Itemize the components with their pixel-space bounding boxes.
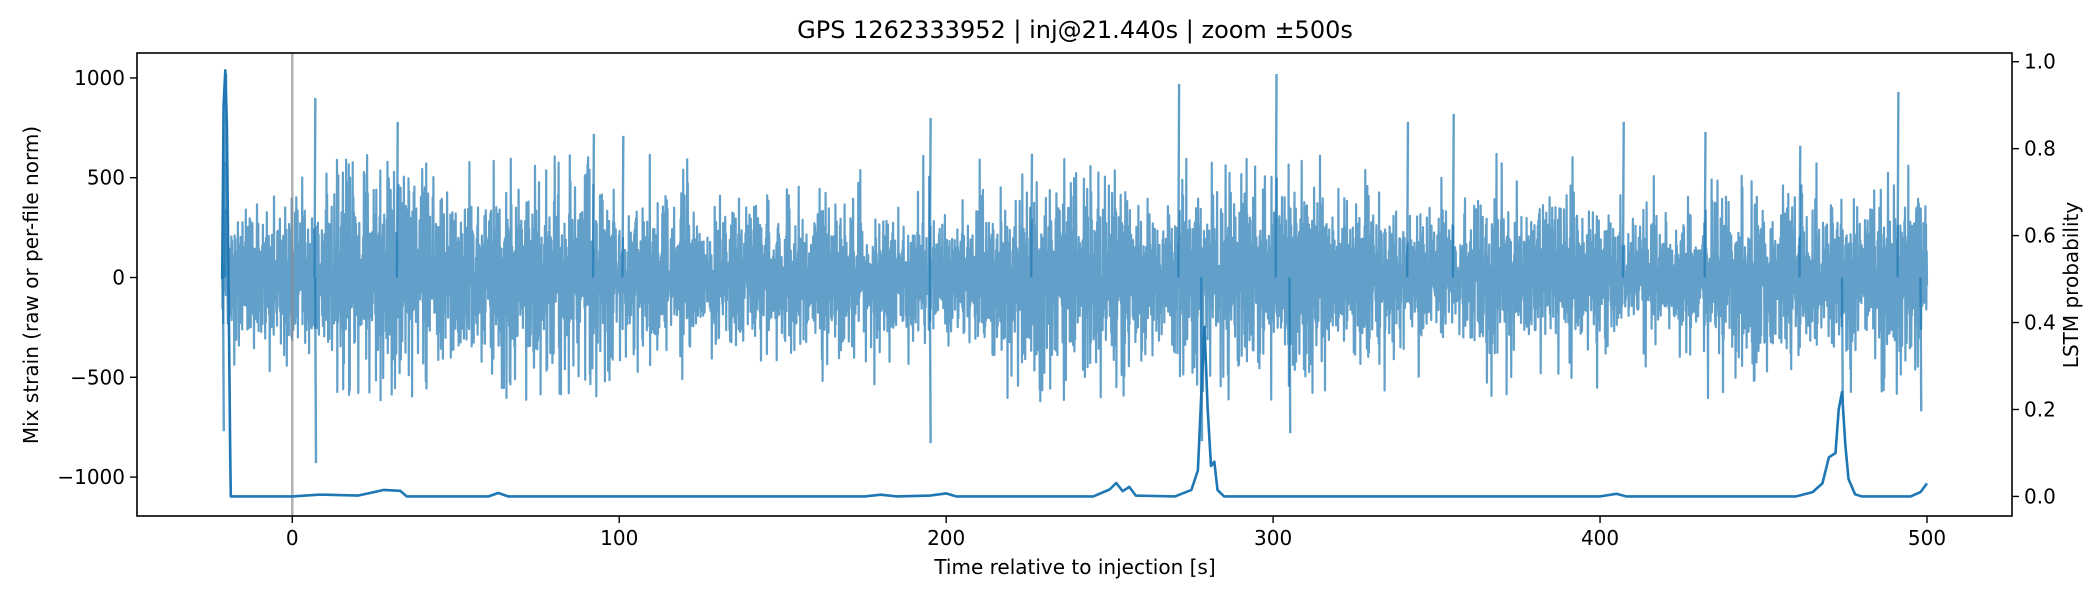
strain-peak bbox=[1919, 277, 1923, 412]
ticks-layer: 0 100 200 300 400 500 −1000 −500 0 500 1000 0.0 0.2 0… bbox=[57, 50, 2055, 550]
strain-peak bbox=[1896, 91, 1900, 278]
strain-peak bbox=[1288, 277, 1292, 434]
y-right-tick-label: 0.0 bbox=[2024, 484, 2056, 508]
strain-peak bbox=[222, 161, 226, 278]
y-right-tick-label: 0.8 bbox=[2024, 137, 2056, 161]
axes-frame bbox=[136, 52, 2013, 517]
strain-peak bbox=[1405, 121, 1410, 278]
x-tick-label: 300 bbox=[1254, 526, 1292, 550]
x-tick-label: 200 bbox=[927, 526, 965, 550]
probability-line bbox=[220, 69, 1929, 498]
strain-peak bbox=[621, 135, 625, 278]
strain-peak bbox=[1840, 277, 1844, 406]
strain-peak bbox=[1177, 83, 1181, 278]
x-axis-label: Time relative to injection [s] bbox=[933, 555, 1215, 579]
strain-peak bbox=[395, 121, 399, 278]
y-right-tick-label: 1.0 bbox=[2024, 50, 2056, 74]
y-axis-left-label: Mix strain (raw or per-file norm) bbox=[19, 126, 43, 444]
strain-peak bbox=[1029, 153, 1034, 278]
strain-peak bbox=[928, 277, 932, 444]
x-tick-label: 500 bbox=[1908, 526, 1946, 550]
y-left-tick-label: 500 bbox=[87, 166, 125, 190]
strain-series bbox=[221, 73, 1929, 464]
y-right-tick-label: 0.4 bbox=[2024, 311, 2056, 335]
y-axis-right-label: LSTM probability bbox=[2059, 202, 2083, 369]
y-left-tick-label: 1000 bbox=[74, 66, 125, 90]
probability-series bbox=[220, 69, 1929, 498]
y-left-tick-label: −1000 bbox=[57, 465, 125, 489]
y-right-tick-label: 0.6 bbox=[2024, 224, 2056, 248]
strain-peak bbox=[591, 133, 596, 278]
chart-title: GPS 1262333952 | inj@21.440s | zoom ±500… bbox=[797, 16, 1353, 44]
y-right-tick-label: 0.2 bbox=[2024, 397, 2056, 421]
strain-peak bbox=[313, 97, 317, 278]
strain-peak bbox=[1274, 73, 1278, 278]
strain-peak bbox=[928, 117, 932, 278]
y-left-tick-label: 0 bbox=[112, 266, 125, 290]
strain-peak bbox=[1798, 145, 1802, 278]
strain-peak bbox=[1703, 131, 1707, 278]
strain-peak bbox=[1199, 277, 1204, 442]
strain-peak bbox=[1451, 113, 1455, 278]
strain-peak bbox=[313, 277, 318, 464]
strain-noise-trace bbox=[221, 152, 1929, 403]
y-left-tick-label: −500 bbox=[70, 365, 125, 389]
x-tick-label: 100 bbox=[600, 526, 638, 550]
strain-peak bbox=[1621, 121, 1625, 278]
strain-peak bbox=[221, 277, 225, 432]
x-tick-label: 0 bbox=[286, 526, 299, 550]
x-tick-label: 400 bbox=[1581, 526, 1619, 550]
